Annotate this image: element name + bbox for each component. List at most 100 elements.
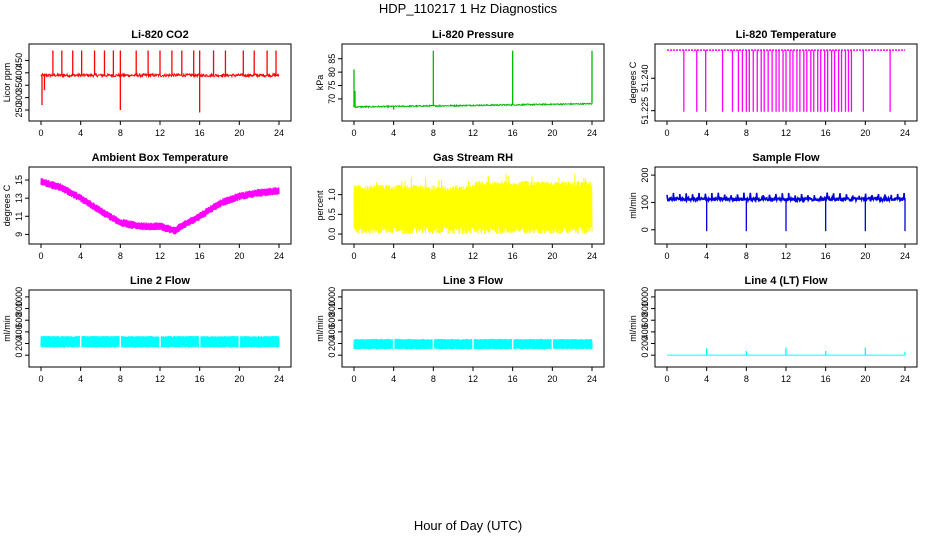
y-axis-label: ml/min xyxy=(628,192,638,219)
y-tick-label: 250 xyxy=(14,103,24,118)
y-axis-label: degrees C xyxy=(2,184,12,226)
y-tick-label: 200 xyxy=(14,336,24,351)
plot-frame xyxy=(341,43,605,122)
chart-line-2-flow: Line 2 Flow ml/min 0 4 8 12 16 20 24 0 20040060080… xyxy=(2,275,292,384)
x-tick-label: 20 xyxy=(860,251,870,261)
x-tick-label: 4 xyxy=(391,374,396,384)
y-tick-label: 600 xyxy=(327,313,337,328)
x-tick-label: 16 xyxy=(508,128,518,138)
chart-title: Line 2 Flow xyxy=(130,275,190,287)
chart-title: Li-820 Pressure xyxy=(432,29,514,41)
y-tick-label: 100 xyxy=(640,195,650,210)
x-tick-label: 24 xyxy=(274,128,284,138)
x-tick-label: 4 xyxy=(704,128,709,138)
y-axis-label: ml/min xyxy=(315,315,325,342)
x-tick-label: 0 xyxy=(38,374,43,384)
y-tick-label: 200 xyxy=(640,336,650,351)
x-tick-label: 8 xyxy=(744,251,749,261)
x-tick-label: 0 xyxy=(664,128,669,138)
chart-li-820-temperature: Li-820 Temperature degrees C 0 4 8 12 16 20 24 51… xyxy=(628,29,918,138)
x-tick-label: 4 xyxy=(391,128,396,138)
x-tick-label: 16 xyxy=(821,128,831,138)
x-tick-label: 20 xyxy=(547,251,557,261)
y-tick-label: 350 xyxy=(14,78,24,93)
x-tick-label: 8 xyxy=(744,128,749,138)
chart-title: Line 3 Flow xyxy=(443,275,503,287)
x-tick-label: 4 xyxy=(704,374,709,384)
x-tick-label: 20 xyxy=(547,128,557,138)
x-tick-label: 12 xyxy=(468,128,478,138)
x-tick-label: 8 xyxy=(118,374,123,384)
plot-frame xyxy=(341,289,605,368)
x-tick-label: 12 xyxy=(155,374,165,384)
x-tick-label: 20 xyxy=(234,374,244,384)
x-tick-label: 24 xyxy=(587,374,597,384)
x-tick-label: 24 xyxy=(274,374,284,384)
x-tick-label: 4 xyxy=(704,251,709,261)
x-tick-label: 8 xyxy=(431,251,436,261)
y-tick-label: 400 xyxy=(327,324,337,339)
x-tick-label: 12 xyxy=(155,251,165,261)
x-tick-label: 24 xyxy=(900,251,910,261)
x-tick-label: 16 xyxy=(195,374,205,384)
y-axis-label: Licor ppm xyxy=(2,63,12,103)
x-tick-label: 24 xyxy=(587,251,597,261)
y-tick-label: 1.0 xyxy=(327,188,337,201)
x-tick-label: 0 xyxy=(38,128,43,138)
chart-title: Ambient Box Temperature xyxy=(92,152,229,164)
y-tick-label: 800 xyxy=(327,301,337,316)
x-tick-label: 24 xyxy=(900,128,910,138)
x-tick-label: 4 xyxy=(391,251,396,261)
chart-title: Gas Stream RH xyxy=(433,152,513,164)
y-tick-label: 300 xyxy=(14,90,24,105)
chart-ambient-box-temperature: Ambient Box Temperature degrees C 0 4 8 12 16 2… xyxy=(2,152,292,261)
y-tick-label: 600 xyxy=(640,313,650,328)
x-tick-label: 0 xyxy=(351,251,356,261)
x-tick-label: 8 xyxy=(118,251,123,261)
x-tick-label: 16 xyxy=(508,374,518,384)
x-tick-label: 4 xyxy=(78,374,83,384)
x-tick-label: 20 xyxy=(860,374,870,384)
x-tick-label: 12 xyxy=(468,251,478,261)
y-tick-label: 70 xyxy=(327,94,337,104)
chart-line-4-lt-flow: Line 4 (LT) Flow ml/min 0 4 8 12 16 20 24 0 200400… xyxy=(628,275,918,384)
chart-li-820-pressure: Li-820 Pressure kPa 0 4 8 12 16 20 24 70 75 80 85 xyxy=(315,29,605,138)
x-tick-label: 20 xyxy=(234,128,244,138)
page-title: HDP_110217 1 Hz Diagnostics xyxy=(378,1,558,16)
x-tick-label: 8 xyxy=(431,128,436,138)
plot-frame xyxy=(28,289,292,368)
x-tick-label: 12 xyxy=(781,251,791,261)
y-tick-label: 1000 xyxy=(14,287,24,307)
x-tick-label: 20 xyxy=(547,374,557,384)
y-tick-label: 0.5 xyxy=(327,208,337,221)
x-tick-label: 16 xyxy=(508,251,518,261)
x-tick-label: 8 xyxy=(431,374,436,384)
y-tick-label: 1000 xyxy=(640,287,650,307)
y-tick-label: 800 xyxy=(14,301,24,316)
x-tick-label: 12 xyxy=(781,128,791,138)
x-tick-label: 16 xyxy=(821,251,831,261)
x-tick-label: 24 xyxy=(274,251,284,261)
chart-gas-stream-rh: Gas Stream RH percent 0 4 8 12 16 20 24 0.0 0.5 1.0 xyxy=(315,152,605,261)
x-tick-label: 8 xyxy=(118,128,123,138)
x-tick-label: 0 xyxy=(664,251,669,261)
y-tick-label: 9 xyxy=(14,232,24,237)
y-tick-label: 51.225 xyxy=(640,97,650,125)
x-tick-label: 24 xyxy=(587,128,597,138)
x-tick-label: 24 xyxy=(900,374,910,384)
chart-line-3-flow: Line 3 Flow ml/min 0 4 8 12 16 20 24 0 20040060080… xyxy=(315,275,605,384)
ambient-series xyxy=(40,178,280,235)
x-tick-label: 0 xyxy=(664,374,669,384)
y-tick-label: 0 xyxy=(14,353,24,358)
y-tick-label: 600 xyxy=(14,313,24,328)
y-tick-label: 11 xyxy=(14,212,24,221)
x-axis-label: Hour of Day (UTC) xyxy=(413,518,523,533)
chart-title: Li-820 CO2 xyxy=(131,29,188,41)
chart-sample-flow: Sample Flow ml/min 0 4 8 12 16 20 24 0 100 200 xyxy=(628,152,918,261)
y-tick-label: 0 xyxy=(640,353,650,358)
y-axis-label: percent xyxy=(315,190,325,221)
y-tick-label: 200 xyxy=(640,168,650,183)
y-axis-label: degrees C xyxy=(628,61,638,103)
